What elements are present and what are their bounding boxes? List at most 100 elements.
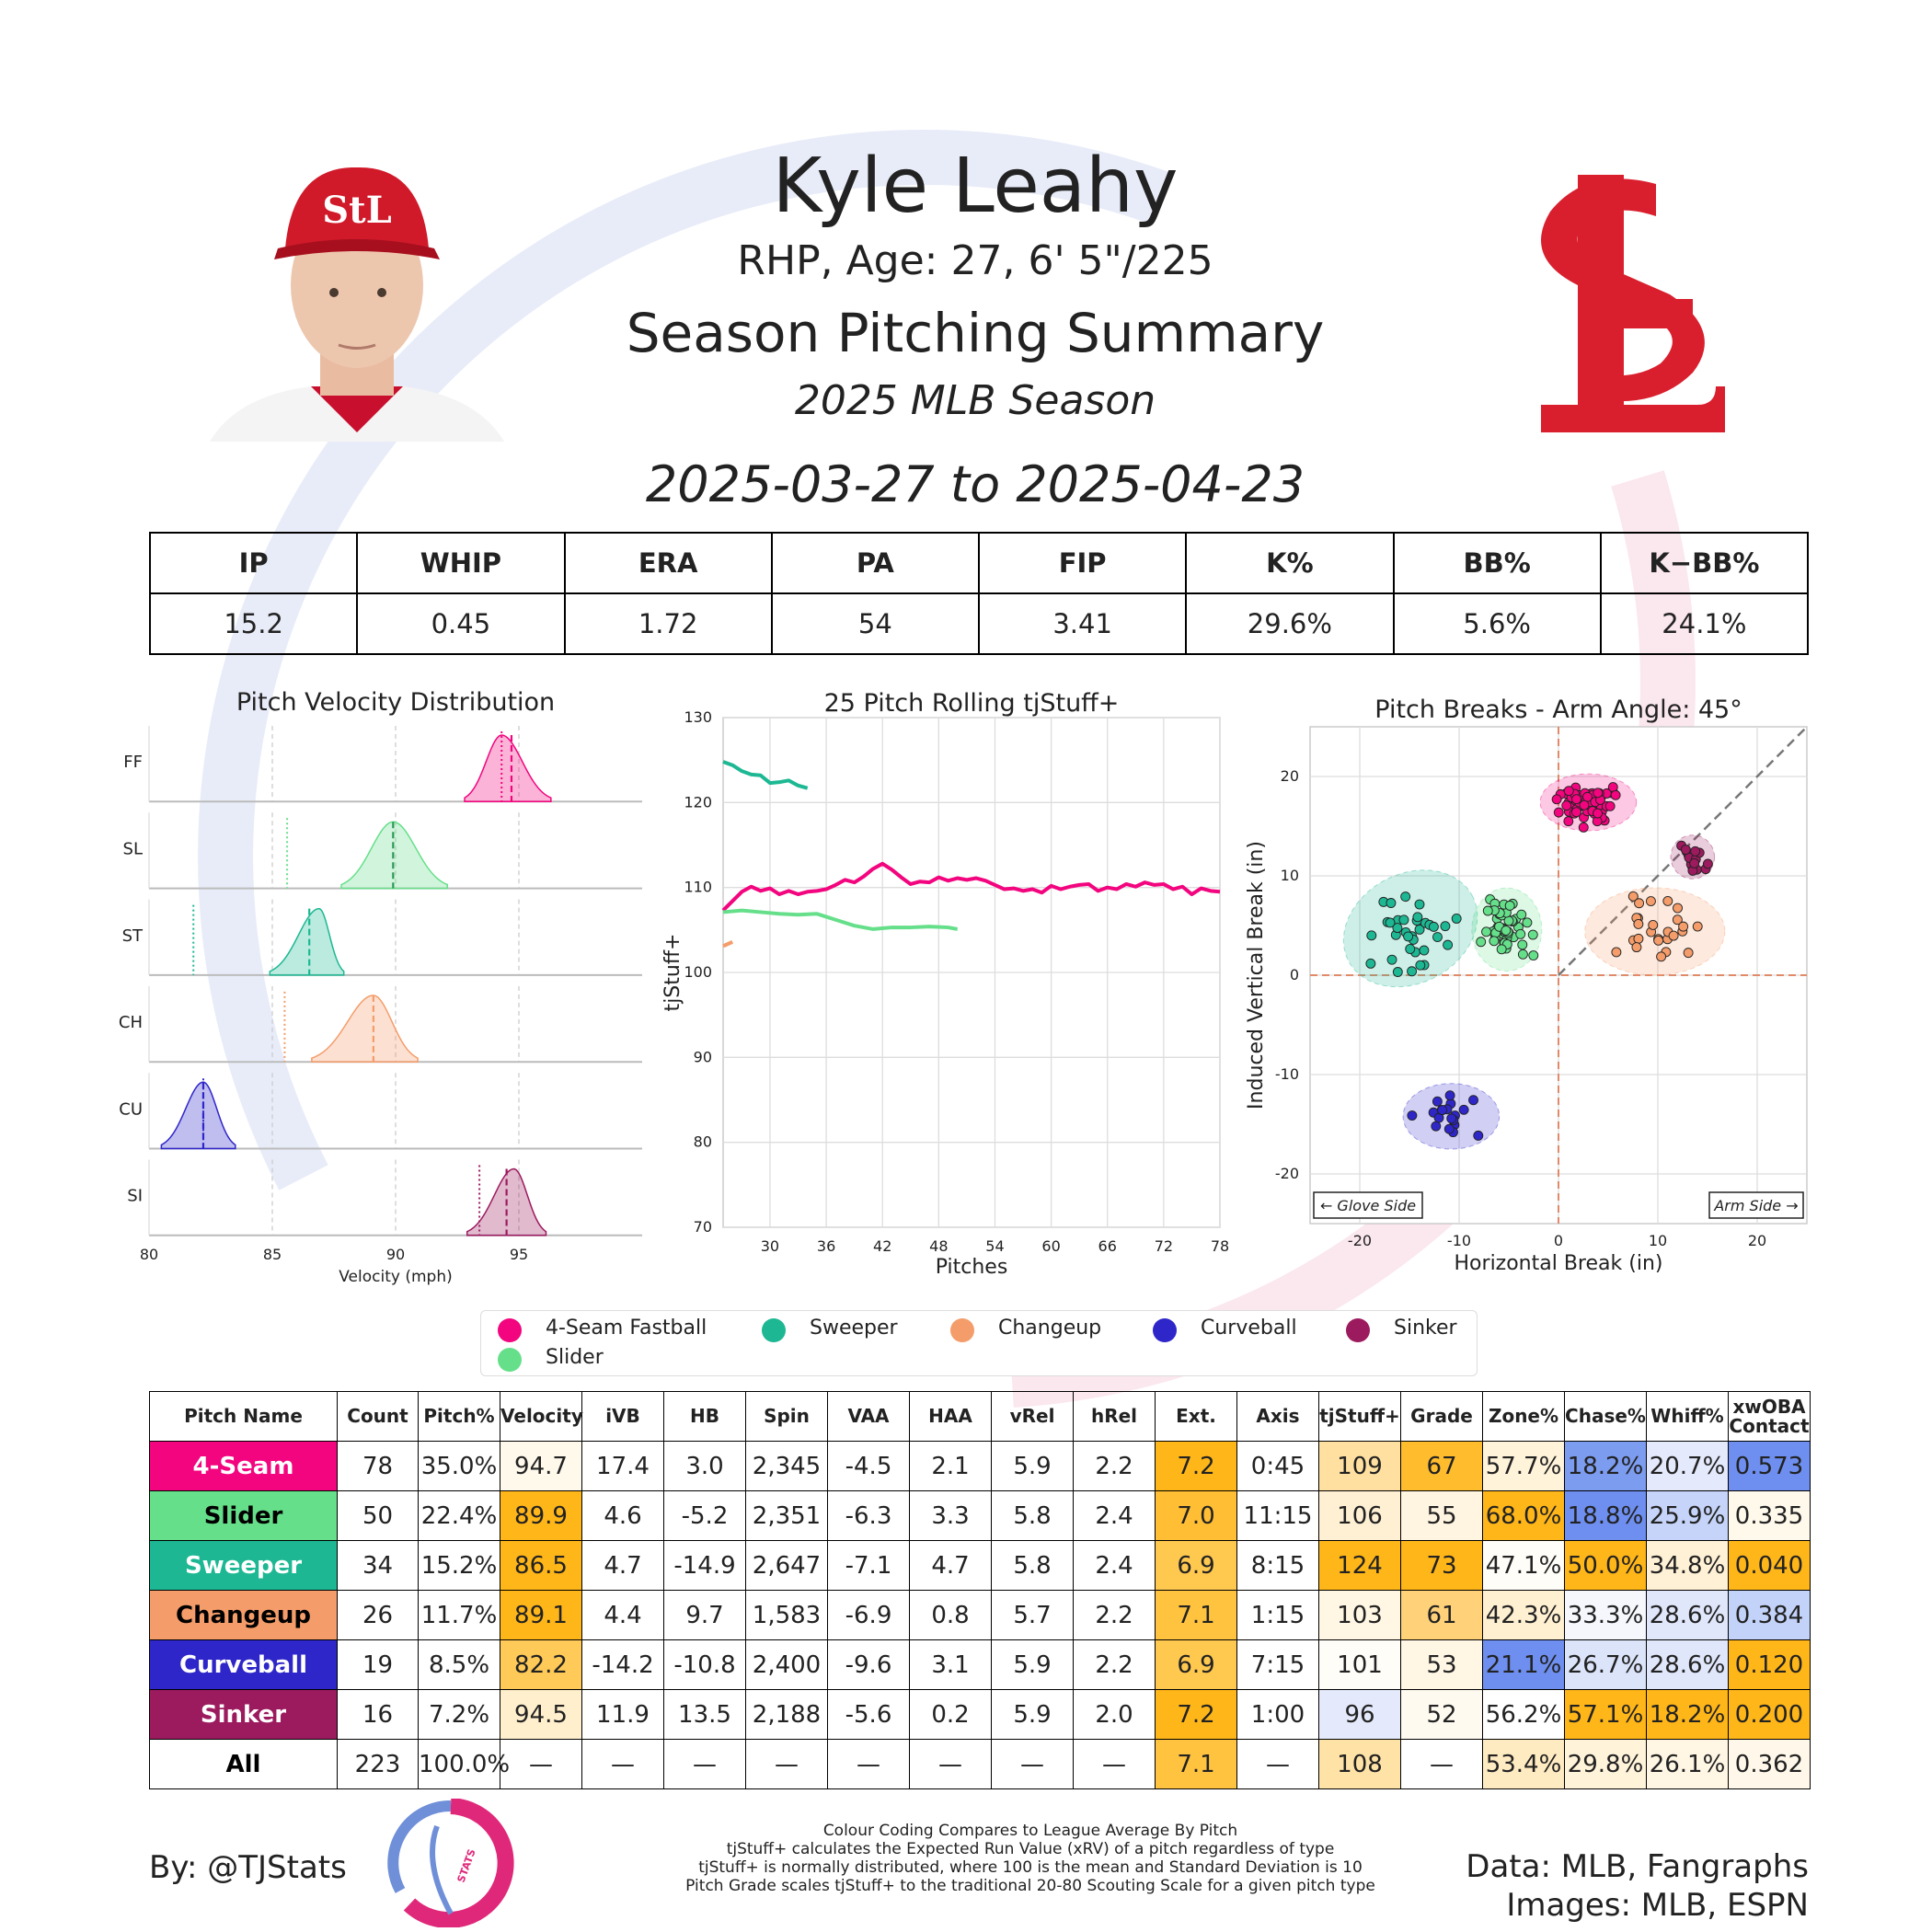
pitch-table-cell-hb: -5.2 xyxy=(663,1490,746,1541)
summary-header-k-bb-pct: K−BB% xyxy=(1599,532,1810,594)
table-row: 4-Seam 78 35.0% 94.7 17.4 3.0 2,345 -4.5 2.1 5.9 2… xyxy=(149,1441,1811,1491)
velocity-density-ch xyxy=(311,995,419,1063)
legend-swatch-sweeper xyxy=(762,1318,786,1342)
breaks-point-sweeper xyxy=(1415,960,1426,971)
pitch-table-cell-vrel: 5.9 xyxy=(991,1639,1074,1690)
pitch-table-cell-haa: 4.7 xyxy=(909,1540,992,1591)
rolling-ylabel: tjStuff+ xyxy=(662,934,684,1012)
pitch-table-cell-vaa: -7.1 xyxy=(827,1540,910,1591)
rolling-ytick: 130 xyxy=(684,708,712,726)
velocity-row-label-ch: CH xyxy=(119,1013,143,1032)
arm-side-label: Arm Side → xyxy=(1713,1197,1798,1214)
pitch-table-cell-axis: 1:00 xyxy=(1236,1689,1319,1740)
image-sources: Images: MLB, ESPN xyxy=(1506,1887,1809,1924)
pitch-table-cell-hb: -10.8 xyxy=(663,1639,746,1690)
breaks-point-sweeper xyxy=(1366,930,1377,941)
pitch-table-header-spin: Spin xyxy=(745,1391,828,1442)
pitch-table-cell-pitch: 35.0% xyxy=(418,1441,500,1491)
breaks-point-slider xyxy=(1482,905,1493,916)
pitch-name-cell: Sinker xyxy=(149,1689,338,1740)
breaks-point-curveball xyxy=(1443,1123,1455,1134)
velocity-row-label-st: ST xyxy=(122,926,144,946)
pitch-table-cell-ext: 7.1 xyxy=(1155,1739,1237,1789)
pitch-table-header-vrel: vRel xyxy=(991,1391,1074,1442)
tjstats-logo-text: STATS xyxy=(455,1847,478,1884)
pitch-table-cell-tjstuff: 108 xyxy=(1318,1739,1401,1789)
velocity-row-label-si: SI xyxy=(127,1187,143,1206)
pitch-table-cell-vaa: -6.3 xyxy=(827,1490,910,1541)
pitch-table-cell-xwoba-contact: 0.335 xyxy=(1728,1490,1811,1541)
pitch-table-header-xwoba-contact: xwOBA Contact xyxy=(1728,1391,1811,1442)
breaks-point-slider xyxy=(1476,937,1487,948)
pitch-table-cell-haa: 2.1 xyxy=(909,1441,992,1491)
breaks-point-slider xyxy=(1489,936,1500,947)
breaks-point-changeup xyxy=(1683,948,1694,959)
pitch-table-cell-grade: 53 xyxy=(1400,1639,1483,1690)
pitch-table-cell-ext: 6.9 xyxy=(1155,1540,1237,1591)
breaks-point-slider xyxy=(1516,909,1527,920)
velocity-row-label-cu: CU xyxy=(119,1099,143,1119)
pitch-table-cell-velocity: 86.5 xyxy=(500,1540,582,1591)
pitch-name-cell: Curveball xyxy=(149,1639,338,1690)
legend-swatch-sinker xyxy=(1346,1318,1370,1342)
rolling-line-4-seam-fastball xyxy=(721,861,1221,913)
breaks-point-sweeper xyxy=(1428,921,1439,932)
pitch-table-cell-chase: 50.0% xyxy=(1564,1540,1647,1591)
pitch-table-cell-haa: — xyxy=(909,1739,992,1789)
pitch-table-cell-pitch: 7.2% xyxy=(418,1689,500,1740)
breaks-point-slider xyxy=(1504,900,1515,911)
pitch-table-cell-ivb: 4.4 xyxy=(581,1590,664,1640)
pitch-table-cell-zone: 47.1% xyxy=(1482,1540,1565,1591)
breaks-point-changeup xyxy=(1672,914,1683,926)
breaks-point-changeup xyxy=(1645,896,1656,907)
pitch-table-cell-axis: 7:15 xyxy=(1236,1639,1319,1690)
summary-header-fip: FIP xyxy=(977,532,1188,594)
pitch-table-cell-axis: 8:15 xyxy=(1236,1540,1319,1591)
rolling-ytick: 90 xyxy=(694,1048,712,1065)
breaks-xtick: 0 xyxy=(1554,1232,1563,1249)
breaks-ytick: 10 xyxy=(1281,867,1299,884)
legend-label-sinker: Sinker xyxy=(1394,1317,1457,1340)
pitch-table-cell-velocity: 89.9 xyxy=(500,1490,582,1541)
report-title: Season Pitching Summary xyxy=(626,302,1325,364)
pitch-type-legend: 4-Seam Fastball Sweeper Changeup Curveball S… xyxy=(480,1310,1478,1376)
pitch-table-cell-tjstuff: 101 xyxy=(1318,1639,1401,1690)
glove-side-box xyxy=(1313,1191,1423,1219)
pitch-table-cell-pitch: 8.5% xyxy=(418,1639,500,1690)
legend-label-changeup: Changeup xyxy=(998,1317,1102,1340)
breaks-xtick: -20 xyxy=(1348,1232,1372,1249)
pitch-table-cell-tjstuff: 103 xyxy=(1318,1590,1401,1640)
pitch-table-cell-whiff: 25.9% xyxy=(1646,1490,1729,1541)
pitch-table-cell-vrel: — xyxy=(991,1739,1074,1789)
pitch-table-header-ivb: iVB xyxy=(581,1391,664,1442)
pitch-table-cell-ext: 7.0 xyxy=(1155,1490,1237,1541)
pitch-table-cell-chase: 33.3% xyxy=(1564,1590,1647,1640)
summary-value-fip: 3.41 xyxy=(977,592,1188,655)
velocity-density-st xyxy=(269,907,345,976)
pitch-table-header-haa: HAA xyxy=(909,1391,992,1442)
pitch-table-cell-haa: 3.1 xyxy=(909,1639,992,1690)
velocity-xtick: 95 xyxy=(510,1246,528,1263)
breaks-point-slider xyxy=(1496,944,1507,955)
pitch-table-cell-velocity: 82.2 xyxy=(500,1639,582,1690)
pitch-table-cell-velocity: 89.1 xyxy=(500,1590,582,1640)
breaks-point-sweeper xyxy=(1392,967,1403,977)
breaks-ytick: 0 xyxy=(1290,966,1299,983)
velocity-row-label-sl: SL xyxy=(123,839,143,858)
pitch-table-cell-zone: 57.7% xyxy=(1482,1441,1565,1491)
pitch-table-cell-xwoba-contact: 0.362 xyxy=(1728,1739,1811,1789)
summary-header-whip: WHIP xyxy=(356,532,566,594)
pitch-table-cell-whiff: 28.6% xyxy=(1646,1590,1729,1640)
pitch-table-cell-chase: 57.1% xyxy=(1564,1689,1647,1740)
breaks-point-changeup xyxy=(1627,891,1639,902)
breaks-point-slider xyxy=(1527,929,1538,940)
pitch-table-cell-spin: 1,583 xyxy=(745,1590,828,1640)
pitch-table-cell-grade: 73 xyxy=(1400,1540,1483,1591)
pitch-table-cell-ext: 7.2 xyxy=(1155,1441,1237,1491)
breaks-point-changeup xyxy=(1633,918,1644,929)
rolling-xtick: 60 xyxy=(1041,1237,1060,1255)
breaks-point-slider xyxy=(1501,925,1512,936)
season-summary-table: IP WHIP ERA PA FIP K% BB% K−BB% 15.2 0.4… xyxy=(148,532,1810,655)
pitch-table-cell-grade: 55 xyxy=(1400,1490,1483,1541)
pitch-table-cell-ext: 7.1 xyxy=(1155,1590,1237,1640)
